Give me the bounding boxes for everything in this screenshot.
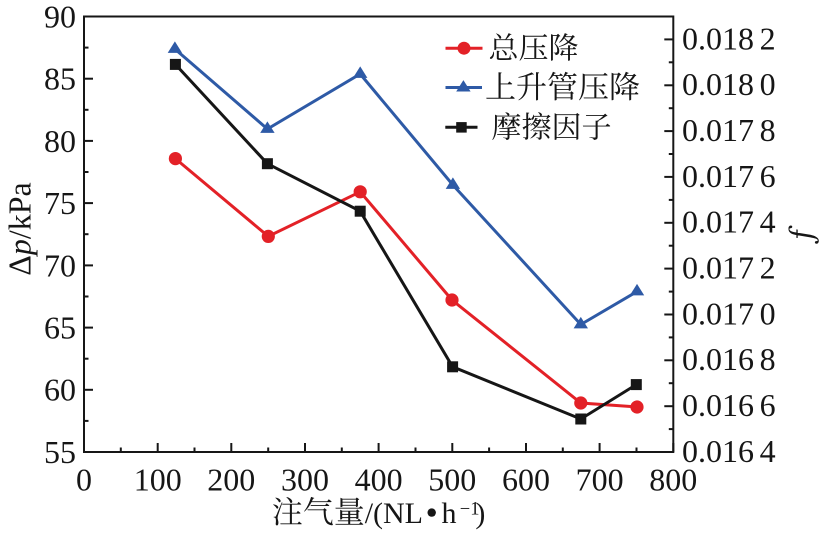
svg-text:/(NL: /(NL bbox=[365, 497, 423, 530]
svg-text:400: 400 bbox=[355, 462, 403, 498]
svg-text:700: 700 bbox=[576, 462, 624, 498]
svg-text:500: 500 bbox=[428, 462, 476, 498]
svg-text:65: 65 bbox=[44, 310, 76, 346]
svg-text:80: 80 bbox=[44, 123, 76, 159]
svg-text:75: 75 bbox=[44, 185, 76, 221]
svg-text:60: 60 bbox=[44, 372, 76, 408]
svg-text:90: 90 bbox=[44, 0, 76, 34]
svg-text:200: 200 bbox=[207, 462, 255, 498]
svg-text:0: 0 bbox=[76, 462, 92, 498]
svg-text:Δp/kPa: Δp/kPa bbox=[2, 182, 38, 275]
svg-text:100: 100 bbox=[134, 462, 182, 498]
svg-text:−1: −1 bbox=[460, 499, 480, 519]
svg-text:800: 800 bbox=[649, 462, 697, 498]
svg-text:): ) bbox=[475, 497, 485, 530]
svg-text:70: 70 bbox=[44, 247, 76, 283]
svg-text:85: 85 bbox=[44, 61, 76, 97]
svg-text:300: 300 bbox=[281, 462, 329, 498]
svg-text:600: 600 bbox=[502, 462, 550, 498]
svg-text:55: 55 bbox=[44, 434, 76, 470]
svg-text:h: h bbox=[442, 497, 457, 530]
